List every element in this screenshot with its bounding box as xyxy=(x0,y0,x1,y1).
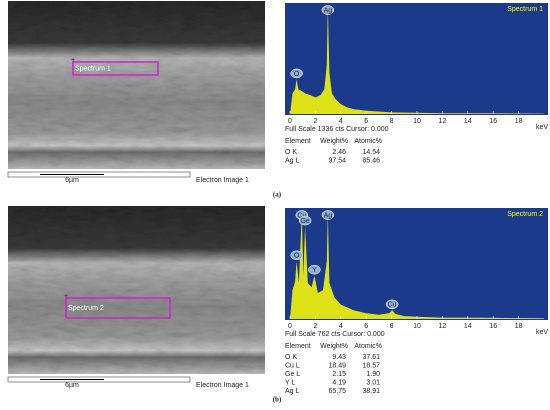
x-tick-label: 6 xyxy=(364,118,368,125)
scale-bar-box xyxy=(7,171,191,178)
x-tick-label: 10 xyxy=(413,118,421,125)
peak-marker xyxy=(290,68,303,79)
panel-label: (a) xyxy=(273,191,282,199)
x-tick-label: 8 xyxy=(390,118,394,125)
x-tick-label: 16 xyxy=(489,323,497,330)
table-cell: 37.61 xyxy=(362,354,380,361)
table-header: Weight% xyxy=(320,138,348,145)
peak-label: Y xyxy=(312,267,317,274)
image-caption: Electron Image 1 xyxy=(196,382,249,389)
spectrum-label: Spectrum 1 xyxy=(75,65,111,72)
peak-label: Ge xyxy=(300,218,309,225)
x-tick-label: 18 xyxy=(515,118,523,125)
table-cell: Ag L xyxy=(285,388,300,395)
peak-marker xyxy=(308,264,321,275)
peak-marker xyxy=(298,215,312,226)
sem-image xyxy=(8,1,265,169)
peak-label: Ag xyxy=(324,212,333,219)
table-cell: Ag L xyxy=(285,157,300,164)
peak-label: Ag xyxy=(324,7,333,14)
scale-label: 6µm xyxy=(65,177,79,184)
table-header: Element xyxy=(285,343,311,350)
table-header: Atomic% xyxy=(354,343,382,350)
scale-bar-box xyxy=(7,376,191,383)
table-cell: 85.46 xyxy=(362,157,380,164)
spectrum-footer: Full Scale 762 cts Cursor: 0.000 xyxy=(285,331,385,338)
peak-label: O xyxy=(294,253,300,260)
x-tick-label: 12 xyxy=(439,323,447,330)
table-cell: 14.54 xyxy=(362,149,380,156)
x-tick-label: 4 xyxy=(339,118,343,125)
x-unit: keV xyxy=(536,329,548,336)
peak-marker xyxy=(321,210,335,220)
table-cell: 4.19 xyxy=(332,379,346,386)
x-tick-label: 4 xyxy=(339,323,343,330)
table-cell: 97.54 xyxy=(328,157,346,164)
table-cell: 2.15 xyxy=(332,371,346,378)
peak-label: O xyxy=(294,71,300,78)
spectrum-title: Spectrum 1 xyxy=(507,6,543,13)
table-cell: 18.49 xyxy=(328,362,346,369)
x-tick-label: 2 xyxy=(313,118,317,125)
image-caption: Electron Image 1 xyxy=(196,177,249,184)
peak-marker xyxy=(321,5,335,15)
table-cell: Ge L xyxy=(285,371,300,378)
spectrum-marker: + xyxy=(64,293,68,300)
peak-label: Cu xyxy=(388,302,397,309)
table-cell: 18.57 xyxy=(362,362,380,369)
scale-label: 6µm xyxy=(65,382,79,389)
peak-label: Cu xyxy=(297,212,306,219)
spectrum-title: Spectrum 2 xyxy=(507,211,543,218)
table-cell: 9.43 xyxy=(332,354,346,361)
table-header: Element xyxy=(285,138,311,145)
table-header: Atomic% xyxy=(354,138,382,145)
spectrum-box xyxy=(72,61,159,76)
table-header: Weight% xyxy=(320,343,348,350)
peak-marker xyxy=(385,299,399,310)
x-tick-label: 6 xyxy=(364,323,368,330)
table-cell: O K xyxy=(285,354,297,361)
table-cell: 38.91 xyxy=(362,388,380,395)
x-tick-label: 0 xyxy=(288,118,292,125)
x-unit: keV xyxy=(536,124,548,131)
x-tick-label: 8 xyxy=(390,323,394,330)
panel-label: (b) xyxy=(273,396,282,404)
table-cell: O K xyxy=(285,149,297,156)
sem-image xyxy=(8,206,265,374)
x-tick-label: 12 xyxy=(439,118,447,125)
table-cell: 3.01 xyxy=(366,379,380,386)
table-cell: 1.90 xyxy=(366,371,380,378)
x-tick-label: 18 xyxy=(515,323,523,330)
spectrum-area xyxy=(290,5,544,114)
x-tick-label: 14 xyxy=(464,118,472,125)
spectrum-footer: Full Scale 1336 cts Cursor: 0.000 xyxy=(285,126,389,133)
table-cell: Cu L xyxy=(285,362,300,369)
x-tick-label: 10 xyxy=(413,323,421,330)
x-tick-label: 2 xyxy=(313,323,317,330)
spectrum-marker: + xyxy=(71,57,75,64)
x-tick-label: 16 xyxy=(489,118,497,125)
x-tick-label: 0 xyxy=(288,323,292,330)
spectrum-label: Spectrum 2 xyxy=(68,305,104,312)
x-tick-label: 14 xyxy=(464,323,472,330)
peak-marker xyxy=(290,250,303,261)
spectrum-area xyxy=(290,212,544,319)
table-cell: 65.75 xyxy=(328,388,346,395)
table-cell: 2.46 xyxy=(332,149,346,156)
table-cell: Y L xyxy=(285,379,295,386)
spectrum-box xyxy=(65,297,171,319)
